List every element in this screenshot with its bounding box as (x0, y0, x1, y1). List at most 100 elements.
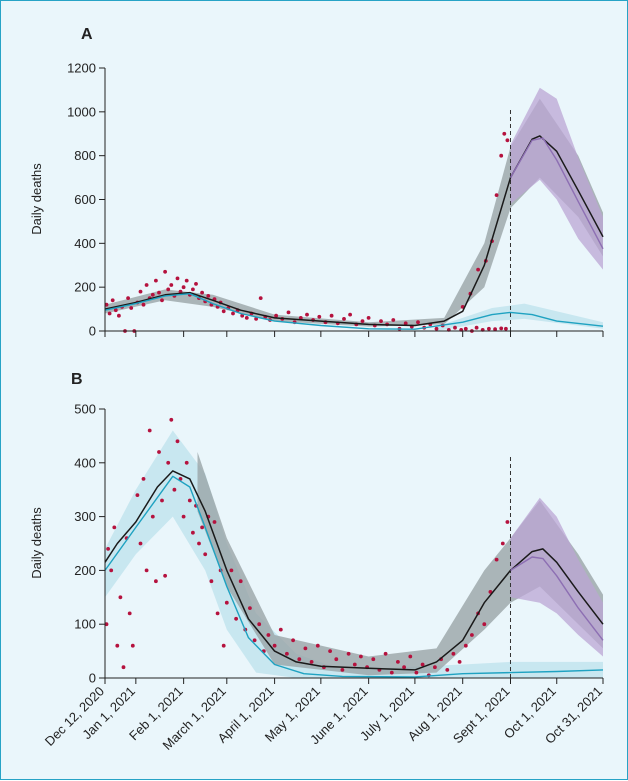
panel-b-band-blue-uncertainty (105, 430, 603, 678)
panel-a-observed-point (160, 298, 164, 303)
panel-a-letter: A (81, 26, 93, 43)
panel-a-observed-point (126, 296, 130, 300)
panel-b-observed-point (359, 654, 363, 659)
panel-a-observed-point (317, 314, 322, 319)
panel-b-observed-point (482, 622, 487, 627)
panel-b-observed-point (257, 622, 262, 627)
panel-b-observed-point (505, 520, 510, 524)
panel-a-y-tick-label: 400 (74, 236, 96, 251)
panel-b-observed-point (144, 568, 149, 573)
panel-a-observed-point (206, 294, 211, 298)
panel-b-observed-point (147, 428, 152, 433)
panel-a-observed-point (117, 313, 121, 318)
panel-b-observed-point (215, 611, 220, 616)
panel-a-observed-point (298, 316, 303, 320)
panel-a-observed-point (305, 312, 309, 317)
panel-b-observed-point (221, 643, 226, 648)
panel-b-observed-point (420, 662, 425, 667)
panel-a-observed-point (504, 326, 508, 331)
panel-a-observed-point (104, 302, 109, 307)
panel-b-observed-point (500, 541, 505, 546)
panel-b-observed-point (175, 439, 180, 444)
panel-b-observed-point (109, 568, 114, 573)
panel-a-observed-point (434, 326, 439, 331)
panel-b-observed-point (135, 493, 140, 497)
panel-a-observed-point (191, 287, 195, 292)
panel-a-observed-point (107, 311, 112, 316)
panel-a-observed-point (453, 325, 457, 330)
panel-b-observed-point (184, 460, 189, 465)
panel-b-fit-black-line (104, 470, 604, 671)
panel-a-observed-point (221, 309, 226, 314)
panel-b-observed-point (141, 477, 146, 481)
panel-a-observed-point (379, 319, 383, 323)
panel-b-fit-purple-line (510, 556, 604, 641)
panel-a-observed-point (499, 326, 504, 331)
panel-b-y-tick-label: 200 (74, 563, 96, 578)
panel-b-observed-point (328, 649, 332, 653)
panel-a-observed-point (474, 325, 479, 330)
panel-b-observed-point (315, 643, 320, 648)
panel-a-observed-point (360, 319, 365, 323)
panel-b-fit-blue-line (104, 475, 604, 678)
panel-b-observed-point (334, 657, 339, 662)
panel-b-observed-point (115, 643, 120, 648)
panel-a-observed-point (366, 316, 371, 320)
panel-b-observed-point (470, 633, 474, 637)
panel-b-observed-point (138, 541, 143, 546)
panel-b-observed-point (297, 657, 302, 662)
panel-b-observed-point (234, 616, 239, 621)
panel-a-observed-point (200, 290, 205, 295)
panel-b-observed-point (191, 530, 195, 535)
panel-b-band-purple-uncertainty (510, 497, 603, 657)
panel-a-observed-point (463, 326, 468, 331)
panel-a-observed-point (141, 302, 146, 307)
panel-b-observed-point (371, 657, 376, 662)
panel-b-observed-point (340, 668, 345, 672)
panel-b-observed-point (408, 654, 413, 659)
panel-a-band-blue-uncertainty (436, 303, 603, 331)
panel-a-observed-point (494, 193, 499, 198)
panel-a-observed-point (163, 269, 168, 274)
panel-b-observed-point (445, 668, 450, 672)
panel-a-observed-point (169, 283, 174, 287)
panel-a-observed-point (476, 267, 480, 272)
panel-b-observed-point (163, 573, 168, 578)
panel-a-observed-point (244, 316, 249, 320)
panel-b-observed-point (150, 514, 155, 519)
panel-b-observed-point (352, 662, 357, 667)
panel-b-observed-point (229, 568, 234, 573)
panel-a-y-tick-label: 1000 (67, 104, 96, 119)
panel-b-observed-point (121, 665, 126, 670)
panel-b-observed-point (181, 514, 186, 519)
panel-b-y-tick-label: 300 (74, 509, 96, 524)
panel-b-observed-point (278, 627, 283, 632)
panel-b-letter: B (71, 371, 83, 388)
panel-b-observed-point (383, 651, 388, 656)
panel-a-observed-point (342, 317, 346, 321)
panel-b-observed-point (285, 651, 289, 656)
panel-b-observed-point (200, 525, 205, 530)
panel-b-observed-point (112, 525, 117, 530)
panel-b-observed-point (414, 670, 419, 675)
panel-b-observed-point (248, 606, 252, 610)
panel-a-observed-point (194, 282, 198, 286)
panel-a-observed-point (416, 320, 420, 325)
panel-a-observed-point (166, 287, 171, 292)
panel-a-fit-blue-line (104, 293, 604, 330)
panel-b-y-axis-label: Daily deaths (29, 507, 44, 579)
panel-b-observed-point (212, 520, 217, 524)
panel-a-plot: 0 200 400 600 800 1000 1200 (67, 61, 604, 339)
panel-a-y-tick-label: 0 (89, 324, 96, 339)
panel-b-observed-point (187, 498, 192, 503)
panel-b-observed-point (346, 651, 351, 656)
panel-b-y-tick-label: 0 (89, 671, 96, 686)
panel-a-y-tick-label: 600 (74, 192, 96, 207)
panel-a-observed-point (348, 312, 352, 317)
panel-b-observed-point (118, 595, 123, 600)
panel-a-y-tick-label: 200 (74, 280, 96, 295)
panel-a-observed-point (144, 283, 149, 287)
panel-b-observed-point (457, 660, 462, 664)
